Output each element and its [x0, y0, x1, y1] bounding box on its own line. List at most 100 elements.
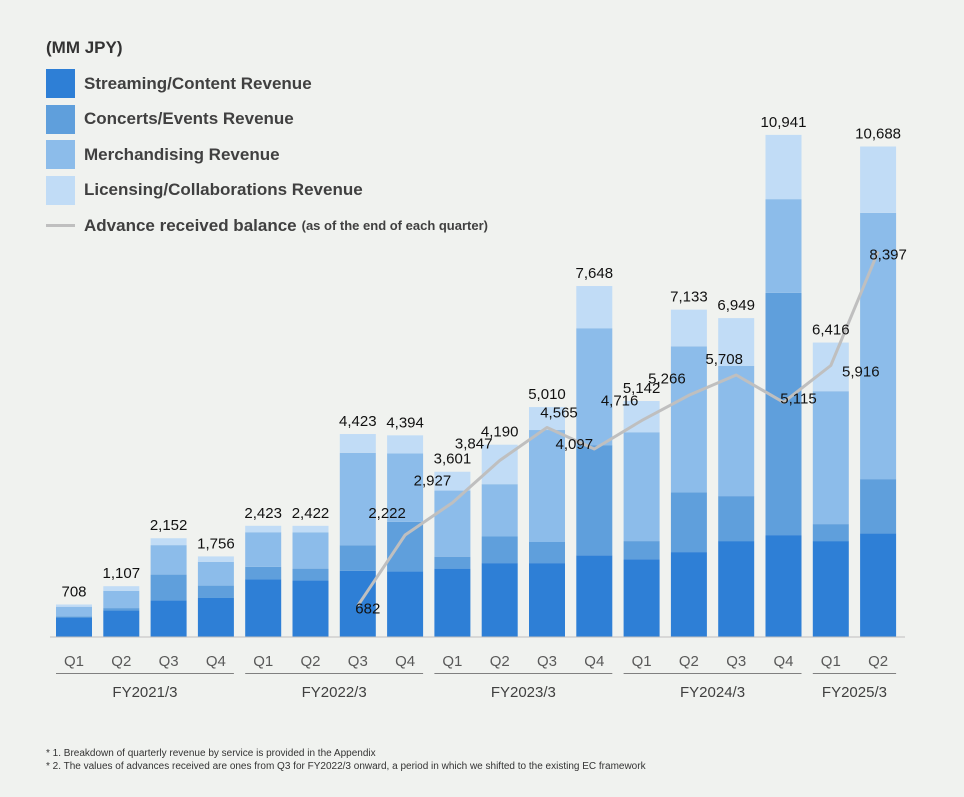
bar-merch-6 [339, 452, 376, 546]
total-label-1: 1,107 [103, 565, 141, 582]
bar-licensing-0 [56, 604, 92, 607]
x-tick-label-5: Q2 [300, 653, 320, 670]
total-label-16: 6,416 [812, 322, 850, 339]
bar-streaming-16 [812, 541, 849, 637]
legend: (MM JPY) Streaming/Content Revenue Conce… [46, 38, 488, 244]
fy-label-4: FY2025/3 [822, 684, 887, 701]
x-tick-label-12: Q1 [632, 653, 652, 670]
total-label-4: 2,423 [244, 505, 282, 522]
line-label-9: 5,115 [780, 390, 816, 407]
footnote-1: * 1. Breakdown of quarterly revenue by s… [46, 748, 376, 759]
fy-label-3: FY2024/3 [680, 684, 745, 701]
x-tick-label-3: Q4 [206, 653, 226, 670]
footnotes: * 1. Breakdown of quarterly revenue by s… [46, 747, 646, 773]
total-label-0: 708 [61, 584, 86, 601]
bar-concerts-2 [150, 574, 187, 601]
bar-merch-4 [245, 532, 282, 567]
bar-licensing-13 [670, 309, 707, 347]
total-label-13: 7,133 [670, 289, 708, 306]
total-label-11: 7,648 [576, 265, 614, 282]
bar-licensing-17 [860, 146, 897, 213]
x-tick-label-17: Q2 [868, 653, 888, 670]
bar-concerts-13 [670, 492, 707, 553]
total-label-10: 5,010 [528, 386, 566, 403]
footnote-2: * 2. The values of advances received are… [46, 761, 646, 772]
total-label-17: 10,688 [855, 125, 901, 142]
x-tick-label-4: Q1 [253, 653, 273, 670]
legend-item-merch: Merchandising Revenue [46, 137, 488, 173]
line-label-6: 4,716 [601, 393, 639, 410]
legend-swatch-merch [46, 140, 75, 170]
bar-streaming-9 [481, 563, 518, 637]
bar-merch-9 [481, 484, 518, 537]
bar-licensing-2 [150, 538, 187, 546]
x-tick-label-9: Q2 [490, 653, 510, 670]
total-label-14: 6,949 [717, 297, 755, 314]
bar-streaming-3 [197, 597, 234, 637]
total-label-6: 4,423 [339, 413, 377, 430]
total-label-12: 5,142 [623, 380, 661, 397]
total-label-9: 4,190 [481, 424, 519, 441]
bar-concerts-4 [245, 566, 282, 580]
line-label-5: 4,097 [556, 436, 594, 453]
x-tick-label-0: Q1 [64, 653, 84, 670]
legend-swatch-licensing [46, 175, 75, 205]
bar-streaming-2 [150, 600, 187, 637]
bar-concerts-9 [481, 536, 518, 564]
line-label-7: 5,266 [648, 370, 686, 387]
x-tick-label-15: Q4 [773, 653, 793, 670]
bar-licensing-11 [576, 286, 613, 329]
bar-streaming-7 [387, 571, 424, 637]
x-tick-label-6: Q3 [348, 653, 368, 670]
bar-licensing-4 [245, 525, 282, 533]
x-tick-label-13: Q2 [679, 653, 699, 670]
line-label-8: 5,708 [705, 351, 743, 368]
line-label-11: 8,397 [869, 247, 907, 264]
bar-licensing-1 [103, 586, 140, 591]
total-label-8: 3,601 [434, 451, 472, 468]
bar-streaming-5 [292, 580, 329, 637]
x-tick-label-8: Q1 [442, 653, 462, 670]
legend-label-streaming: Streaming/Content Revenue [84, 73, 312, 93]
legend-label-advance-note: (as of the end of each quarter) [301, 218, 488, 234]
legend-item-licensing: Licensing/Collaborations Revenue [46, 173, 488, 209]
legend-swatch-advance-line [46, 224, 75, 228]
legend-label-merch: Merchandising Revenue [84, 144, 280, 164]
fy-label-1: FY2022/3 [302, 684, 367, 701]
bar-streaming-14 [718, 541, 755, 637]
bar-concerts-12 [623, 541, 660, 560]
bar-merch-3 [197, 561, 234, 586]
bar-concerts-17 [860, 479, 897, 534]
bar-streaming-15 [765, 535, 802, 637]
bar-streaming-11 [576, 555, 613, 637]
bar-merch-2 [150, 545, 187, 575]
bar-concerts-11 [576, 445, 613, 556]
bar-streaming-13 [670, 552, 707, 637]
advance-received-line [356, 251, 880, 607]
total-label-3: 1,756 [197, 535, 235, 552]
unit-label: (MM JPY) [46, 38, 123, 57]
bar-merch-15 [765, 199, 802, 293]
total-label-5: 2,422 [292, 505, 330, 522]
legend-item-advance: Advance received balance (as of the end … [46, 208, 488, 244]
x-tick-label-16: Q1 [821, 653, 841, 670]
bar-concerts-1 [103, 608, 140, 611]
bar-merch-17 [860, 212, 897, 480]
bar-streaming-8 [434, 568, 471, 637]
bar-licensing-5 [292, 525, 329, 533]
legend-label-advance: Advance received balance [84, 215, 297, 235]
bar-concerts-15 [765, 292, 802, 536]
bar-concerts-8 [434, 556, 471, 569]
bar-merch-16 [812, 391, 849, 525]
bar-licensing-6 [339, 434, 376, 453]
x-tick-label-7: Q4 [395, 653, 415, 670]
line-label-2: 2,927 [414, 473, 452, 490]
line-label-3: 3,847 [455, 435, 493, 452]
total-label-7: 4,394 [386, 414, 424, 431]
total-label-15: 10,941 [761, 114, 807, 131]
total-label-2: 2,152 [150, 517, 188, 534]
x-tick-label-14: Q3 [726, 653, 746, 670]
x-tick-label-10: Q3 [537, 653, 557, 670]
bar-concerts-5 [292, 568, 329, 581]
